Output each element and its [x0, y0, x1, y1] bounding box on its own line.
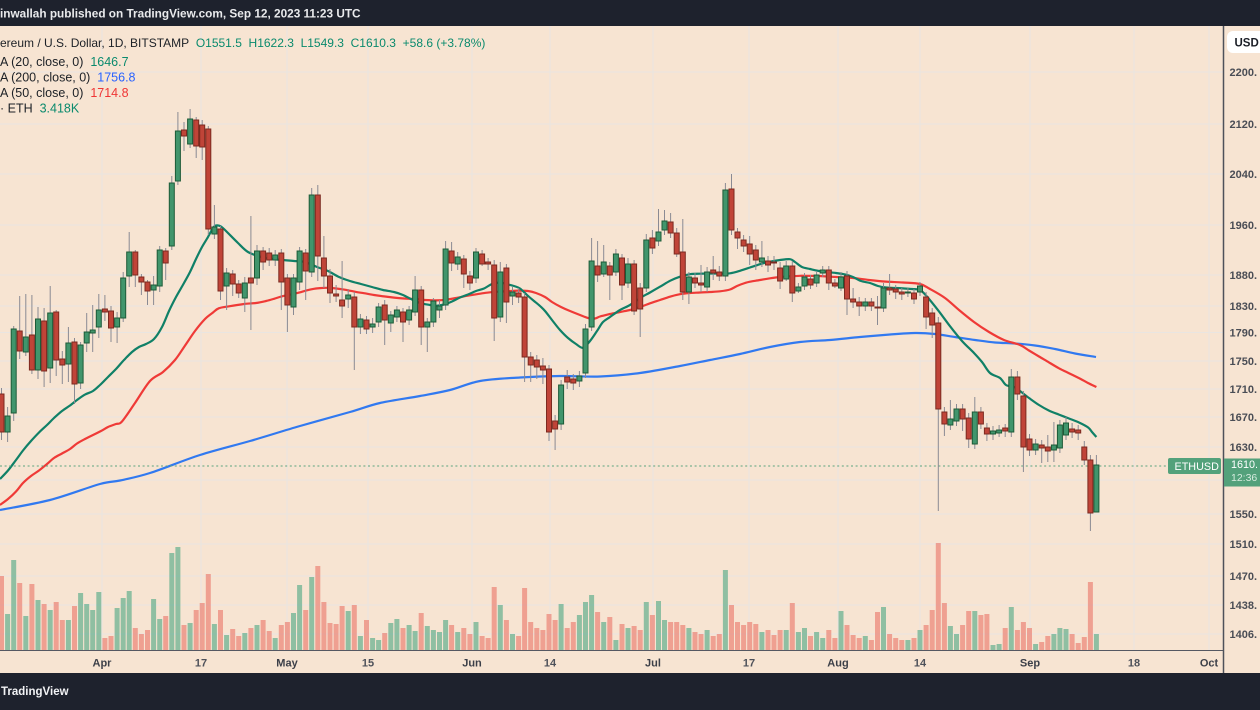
- svg-text:USD: USD: [1235, 38, 1259, 50]
- svg-text:Aug: Aug: [827, 658, 848, 670]
- svg-text:1470.: 1470.: [1230, 571, 1258, 583]
- svg-text:ereum / U.S. Dollar, 1D, BITST: ereum / U.S. Dollar, 1D, BITSTAMP O1551.…: [0, 36, 485, 50]
- svg-text:Jun: Jun: [462, 658, 482, 670]
- svg-text:1610.: 1610.: [1231, 459, 1258, 471]
- svg-text:1438.: 1438.: [1230, 600, 1258, 612]
- svg-text:1406.: 1406.: [1230, 629, 1258, 641]
- svg-text:12:36: 12:36: [1231, 472, 1257, 484]
- svg-text:1710.: 1710.: [1230, 384, 1258, 396]
- svg-text:1830.: 1830.: [1230, 301, 1258, 313]
- svg-text:14: 14: [544, 658, 557, 670]
- svg-text:· ETH 3.418K: · ETH 3.418K: [0, 102, 80, 116]
- svg-text:14: 14: [914, 658, 927, 670]
- svg-text:2200.: 2200.: [1230, 67, 1258, 79]
- svg-text:A (200, close, 0) 1756.8: A (200, close, 0) 1756.8: [0, 71, 136, 85]
- svg-text:2120.: 2120.: [1230, 119, 1258, 131]
- svg-text:Sep: Sep: [1020, 658, 1040, 670]
- svg-text:Jul: Jul: [645, 658, 661, 670]
- svg-text:17: 17: [195, 658, 207, 670]
- svg-text:17: 17: [743, 658, 755, 670]
- svg-text:2040.: 2040.: [1230, 169, 1258, 181]
- svg-text:May: May: [276, 658, 298, 670]
- svg-text:ETHUSD: ETHUSD: [1175, 461, 1220, 473]
- svg-text:1880.: 1880.: [1230, 270, 1258, 282]
- svg-text:1630.: 1630.: [1230, 442, 1258, 454]
- svg-text:1670.: 1670.: [1230, 412, 1258, 424]
- svg-text:Apr: Apr: [93, 658, 113, 670]
- svg-text:A (20, close, 0) 1646.7: A (20, close, 0) 1646.7: [0, 55, 129, 69]
- svg-text:inwallah published on TradingV: inwallah published on TradingView.com, S…: [0, 7, 361, 21]
- svg-text:15: 15: [362, 658, 374, 670]
- svg-text:A (50, close, 0) 1714.8: A (50, close, 0) 1714.8: [0, 86, 129, 100]
- svg-text:18: 18: [1128, 658, 1140, 670]
- svg-text:1790.: 1790.: [1230, 328, 1258, 340]
- svg-text:TradingView: TradingView: [1, 686, 69, 698]
- svg-text:Oct: Oct: [1200, 658, 1219, 670]
- svg-text:1750.: 1750.: [1230, 356, 1258, 368]
- svg-text:1510.: 1510.: [1230, 539, 1258, 551]
- svg-text:1550.: 1550.: [1230, 509, 1258, 521]
- svg-text:1960.: 1960.: [1230, 220, 1258, 232]
